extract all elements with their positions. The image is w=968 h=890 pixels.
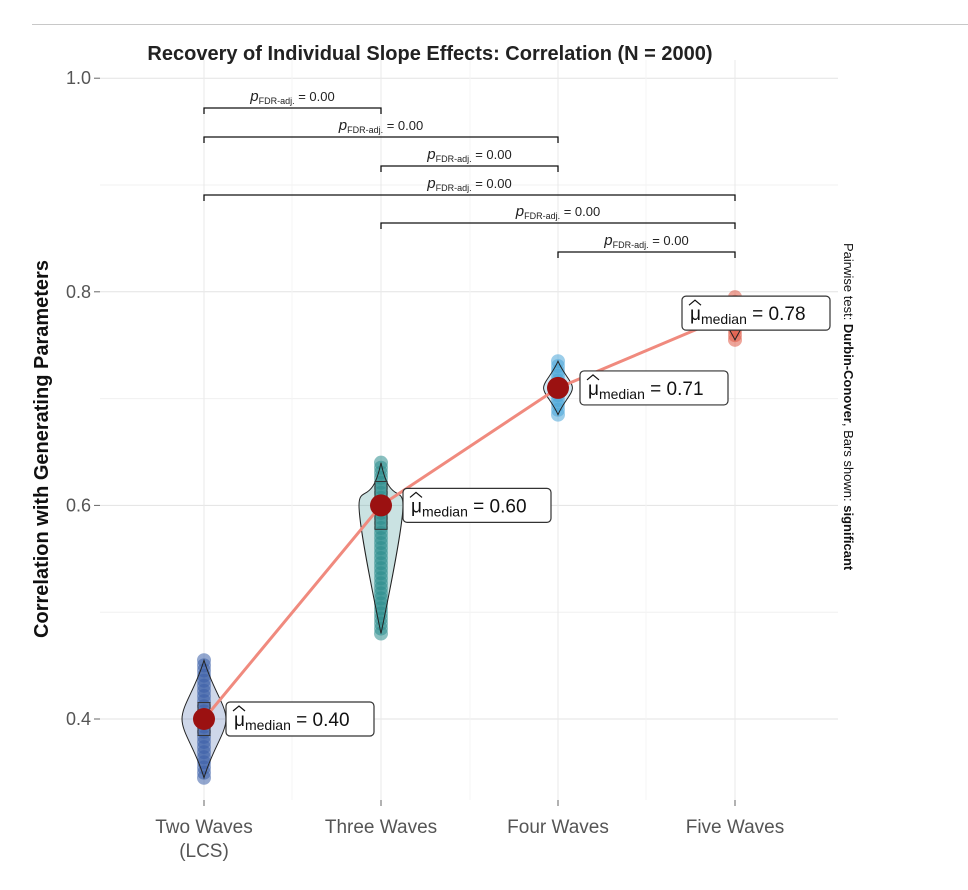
p-subscript: FDR-adj. xyxy=(347,125,383,135)
median-point xyxy=(370,494,392,517)
x-axis-categories: Two Waves (LCS) Three Waves Four Waves Five … xyxy=(155,800,784,862)
p-symbol: p xyxy=(249,88,258,105)
median-eq: = xyxy=(291,710,313,731)
comparison-bracket xyxy=(380,222,736,229)
caption-test-name: Durbin-Conover xyxy=(841,324,856,423)
median-label: μmedian = 0.71 xyxy=(579,370,729,406)
p-subscript: FDR-adj. xyxy=(436,154,472,164)
y-tick-label: 0.4 xyxy=(66,709,91,729)
median-label-text: μmedian = 0.71 xyxy=(588,379,704,402)
median-value: 0.71 xyxy=(667,379,704,400)
mu-symbol: μ xyxy=(690,304,701,325)
violin-shape xyxy=(358,462,404,634)
median-label-text: μmedian = 0.40 xyxy=(234,710,350,733)
comparison-bracket xyxy=(380,165,559,172)
median-eq: = xyxy=(747,304,769,325)
p-symbol: p xyxy=(426,146,435,163)
p-subscript: FDR-adj. xyxy=(259,96,295,106)
p-subscript: FDR-adj. xyxy=(613,240,649,250)
comparison-p-label: pFDR-adj. = 0.00 xyxy=(338,117,423,135)
p-value: = 0.00 xyxy=(383,118,423,133)
median-label: μmedian = 0.60 xyxy=(402,487,552,523)
median-label-text: μmedian = 0.78 xyxy=(690,304,806,327)
top-divider xyxy=(32,24,968,25)
comparison-p-label: pFDR-adj. = 0.00 xyxy=(515,203,600,221)
median-eq: = xyxy=(645,379,667,400)
p-value: = 0.00 xyxy=(472,176,512,191)
p-value: = 0.00 xyxy=(295,89,335,104)
p-subscript: FDR-adj. xyxy=(436,183,472,193)
y-axis-ticks: 0.4 0.6 0.8 1.0 xyxy=(66,68,100,729)
median-value: 0.40 xyxy=(313,710,350,731)
p-value: = 0.00 xyxy=(649,233,689,248)
median-subscript: median xyxy=(599,386,645,402)
x-category-label: Three Waves xyxy=(325,817,437,838)
x-category-label: Five Waves xyxy=(686,817,785,838)
comparison-p-label: pFDR-adj. = 0.00 xyxy=(426,175,511,193)
hat-accent xyxy=(688,299,702,306)
median-label: μmedian = 0.78 xyxy=(681,295,831,331)
comparison-p-label: pFDR-adj. = 0.00 xyxy=(603,232,688,250)
median-label: μmedian = 0.40 xyxy=(225,701,375,737)
median-label-box xyxy=(225,701,375,737)
median-subscript: median xyxy=(245,717,291,733)
median-label-text: μmedian = 0.60 xyxy=(411,496,527,519)
comparison-bracket xyxy=(203,136,559,143)
median-point xyxy=(547,376,569,399)
x-category-sublabel: (LCS) xyxy=(179,841,229,862)
median-label-box xyxy=(579,370,729,406)
p-value: = 0.00 xyxy=(560,204,600,219)
p-subscript: FDR-adj. xyxy=(524,211,560,221)
p-symbol: p xyxy=(515,203,524,220)
median-point xyxy=(193,708,215,730)
p-symbol: p xyxy=(603,232,612,249)
p-symbol: p xyxy=(426,175,435,192)
comparison-p-label: pFDR-adj. = 0.00 xyxy=(426,146,511,164)
y-tick-label: 0.8 xyxy=(66,282,91,302)
median-subscript: median xyxy=(422,503,468,519)
median-label-box xyxy=(402,487,552,523)
comparison-bracket xyxy=(203,107,382,114)
median-line xyxy=(202,311,736,720)
x-category-label: Four Waves xyxy=(507,817,609,838)
comparison-p-label: pFDR-adj. = 0.00 xyxy=(249,88,334,106)
p-symbol: p xyxy=(338,117,347,134)
comparison-bracket xyxy=(203,194,736,201)
p-value: = 0.00 xyxy=(472,147,512,162)
comparison-bracket xyxy=(557,251,736,258)
mu-symbol: μ xyxy=(411,496,422,517)
hat-accent xyxy=(232,705,246,712)
caption-part-3: , Bars shown: xyxy=(841,423,856,505)
x-category-label: Two Waves xyxy=(155,817,253,838)
mu-symbol: μ xyxy=(234,710,245,731)
hat-accent xyxy=(409,491,423,498)
grid-lines xyxy=(100,60,838,800)
y-tick-label: 0.6 xyxy=(66,495,91,515)
chart-title: Recovery of Individual Slope Effects: Co… xyxy=(147,43,712,65)
median-subscript: median xyxy=(701,311,747,327)
median-eq: = xyxy=(468,496,490,517)
caption-significant: significant xyxy=(841,505,856,571)
hat-accent xyxy=(586,374,600,381)
y-axis-label: Correlation with Generating Parameters xyxy=(31,260,53,638)
mu-symbol: μ xyxy=(588,379,599,400)
caption-part-1: Pairwise test: xyxy=(841,243,856,324)
pairwise-test-caption: Pairwise test: Durbin-Conover, Bars show… xyxy=(841,243,856,571)
median-value: 0.78 xyxy=(769,304,806,325)
y-tick-label: 1.0 xyxy=(66,68,91,88)
median-label-box xyxy=(681,295,831,331)
median-value: 0.60 xyxy=(490,496,527,517)
